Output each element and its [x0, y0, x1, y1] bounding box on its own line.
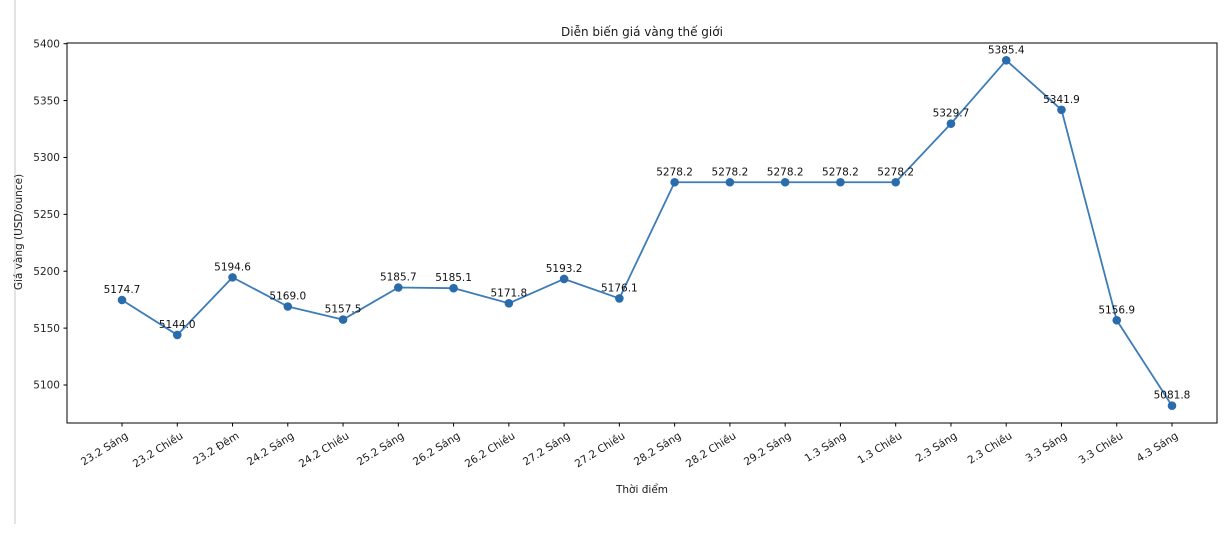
data-point-marker	[117, 295, 127, 305]
data-point-marker	[504, 299, 514, 308]
point-value-label: 5278.2	[877, 166, 914, 178]
point-value-label: 5174.7	[104, 284, 141, 296]
point-value-label: 5278.2	[656, 166, 693, 178]
data-point-marker	[1112, 315, 1122, 325]
axes-frame	[66, 42, 1218, 424]
point-value-label: 5278.2	[822, 166, 859, 178]
x-axis-label: Thời điểm	[615, 484, 669, 496]
data-point-marker	[283, 302, 293, 311]
price-line	[121, 59, 1173, 407]
data-point-marker	[1001, 55, 1011, 65]
data-point-marker	[338, 315, 348, 324]
point-value-label: 5278.2	[767, 166, 804, 178]
point-value-label: 5169.0	[269, 290, 306, 302]
point-value-label: 5341.9	[1043, 94, 1080, 106]
card-left-border	[14, 0, 16, 524]
data-point-marker	[615, 294, 624, 303]
point-value-label: 5081.8	[1154, 390, 1191, 402]
y-tick-label: 5400	[33, 38, 60, 50]
data-point-marker	[670, 177, 679, 187]
data-point-marker	[559, 274, 569, 284]
data-point-marker	[172, 330, 182, 340]
point-value-label: 5278.2	[712, 166, 749, 178]
point-value-label: 5193.2	[546, 263, 583, 275]
chart-title: Diễn biến giá vàng thế giới	[561, 25, 723, 39]
point-value-label: 5157.5	[325, 304, 362, 316]
y-tick-label: 5300	[33, 152, 60, 164]
data-point-marker	[1057, 105, 1066, 115]
point-value-label: 5185.7	[380, 271, 417, 283]
data-point-marker	[725, 177, 735, 187]
data-point-marker	[891, 177, 900, 187]
y-tick-label: 5200	[33, 266, 60, 278]
point-value-label: 5176.1	[601, 282, 638, 294]
data-point-marker	[1167, 401, 1177, 411]
y-tick-label: 5100	[33, 380, 60, 392]
data-point-marker	[449, 283, 458, 293]
point-value-label: 5329.7	[933, 108, 970, 120]
y-tick-label: 5150	[33, 323, 60, 335]
data-point-marker	[836, 177, 845, 187]
y-tick-label: 5350	[33, 95, 60, 107]
data-point-marker	[780, 177, 790, 187]
gold-price-chart: Diễn biến giá vàng thế giới Giá vàng (US…	[13, 0, 1218, 524]
plot-area: 5100 5150 5200 5250 5300 5350 5400 5174.7 5144.0…	[33, 38, 1218, 427]
y-tick-label: 5250	[33, 209, 60, 221]
point-value-label: 5385.4	[988, 44, 1025, 56]
data-point-marker	[228, 273, 237, 282]
point-value-label: 5194.6	[214, 261, 251, 273]
data-point-marker	[394, 283, 403, 292]
point-value-label: 5144.0	[159, 319, 196, 331]
data-point-marker	[946, 119, 956, 128]
point-value-label: 5185.1	[435, 272, 472, 284]
point-value-label: 5171.8	[490, 287, 527, 299]
point-value-label: 5156.9	[1098, 304, 1135, 316]
